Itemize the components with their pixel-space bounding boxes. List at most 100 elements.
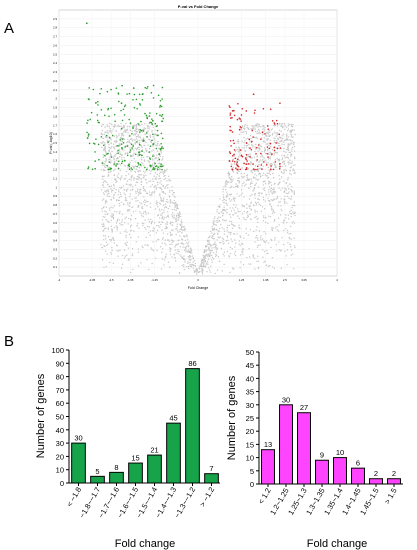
volcano-point-background (116, 229, 118, 231)
volcano-point-down (151, 119, 154, 122)
volcano-point-background (157, 157, 159, 159)
volcano-point-background (143, 196, 145, 198)
volcano-point-background (141, 214, 143, 217)
volcano-point-background (151, 249, 153, 251)
volcano-point-background (254, 170, 256, 172)
volcano-point-background (111, 231, 113, 233)
volcano-point-background (133, 230, 135, 232)
volcano-point-background (163, 169, 166, 171)
volcano-point-background (222, 194, 225, 196)
volcano-point-background (228, 224, 231, 227)
volcano-point-background (135, 197, 137, 199)
volcano-point-background (104, 245, 106, 248)
volcano-point-background (116, 157, 118, 160)
volcano-point-background (234, 163, 236, 165)
volcano-point-background (115, 137, 118, 139)
volcano-point-background (130, 179, 132, 181)
volcano-point-background (137, 139, 139, 142)
volcano-point-background (167, 239, 170, 241)
volcano-point-background (114, 168, 116, 170)
volcano-point-background (290, 254, 292, 256)
volcano-point-background (105, 265, 108, 268)
volcano-point-background (171, 193, 174, 196)
volcano-point-background (290, 195, 293, 198)
volcano-point-background (265, 143, 267, 145)
volcano-point-background (138, 124, 140, 127)
volcano-point-background (238, 217, 240, 220)
volcano-point-up (269, 168, 272, 171)
volcano-point-background (277, 138, 280, 141)
volcano-point-background (112, 216, 115, 219)
volcano-point-background (132, 165, 134, 167)
bar (351, 467, 365, 485)
volcano-point-background (283, 180, 285, 182)
volcano-point-background (289, 183, 291, 185)
volcano-point-background (128, 126, 131, 128)
volcano-point-background (157, 214, 159, 217)
volcano-point-down (148, 115, 151, 117)
volcano-point-background (176, 205, 178, 207)
volcano-point-down (98, 121, 100, 124)
volcano-point-background (183, 229, 186, 231)
volcano-point-down (130, 167, 133, 169)
volcano-point-background (243, 196, 245, 198)
volcano-point-background (146, 200, 148, 203)
volcano-point-background (235, 183, 237, 185)
volcano-point-background (132, 154, 134, 156)
volcano-point-down (155, 165, 158, 167)
volcano-point-background (115, 159, 118, 162)
volcano-point-up (237, 158, 239, 161)
volcano-point-background (234, 185, 237, 188)
volcano-point-background (126, 128, 129, 131)
volcano-point-background (262, 158, 264, 161)
volcano-point-background (156, 154, 158, 157)
volcano-point-background (131, 198, 133, 201)
volcano-point-background (230, 163, 233, 165)
volcano-point-background (214, 272, 217, 275)
volcano-point-background (142, 187, 145, 190)
volcano-point-down (149, 164, 151, 167)
volcano-point-up (264, 133, 266, 135)
volcano-point-background (159, 226, 161, 228)
volcano-point-background (271, 266, 274, 268)
volcano-point-down (129, 149, 132, 151)
volcano-point-background (273, 220, 275, 222)
volcano-point-background (239, 244, 241, 247)
volcano-point-background (264, 182, 267, 185)
volcano-point-background (247, 167, 250, 170)
volcano-point-background (135, 128, 138, 131)
volcano-x-tick-label: 0 (197, 278, 199, 282)
volcano-point-background (183, 268, 186, 271)
volcano-point-background (128, 140, 130, 142)
volcano-point-background (250, 185, 252, 188)
volcano-point-background (192, 261, 194, 263)
volcano-point-background (291, 204, 294, 207)
volcano-point-down (151, 123, 153, 125)
volcano-point-down (106, 164, 108, 167)
volcano-point-background (177, 219, 180, 221)
volcano-point-background (176, 208, 178, 210)
volcano-point-background (202, 264, 205, 266)
volcano-point-background (254, 197, 256, 200)
volcano-y-tick-label: 0.3 (53, 247, 57, 251)
volcano-point-background (274, 191, 277, 193)
volcano-point-up (241, 107, 244, 110)
volcano-point-down (126, 145, 129, 147)
volcano-point-down (116, 163, 118, 165)
volcano-point-down (95, 138, 97, 141)
volcano-point-background (131, 175, 134, 177)
volcano-point-background (119, 153, 121, 155)
volcano-point-background (187, 251, 190, 253)
volcano-point-background (158, 160, 160, 162)
volcano-point-background (153, 227, 156, 230)
volcano-point-background (137, 155, 139, 158)
volcano-point-background (107, 190, 109, 192)
volcano-point-background (281, 135, 284, 137)
volcano-point-background (166, 223, 168, 225)
volcano-point-background (114, 178, 116, 181)
y-tick-label: 50 (246, 348, 254, 357)
volcano-point-background (166, 180, 168, 182)
volcano-point-background (274, 164, 277, 166)
volcano-point-background (250, 182, 252, 184)
volcano-point-background (257, 217, 259, 220)
